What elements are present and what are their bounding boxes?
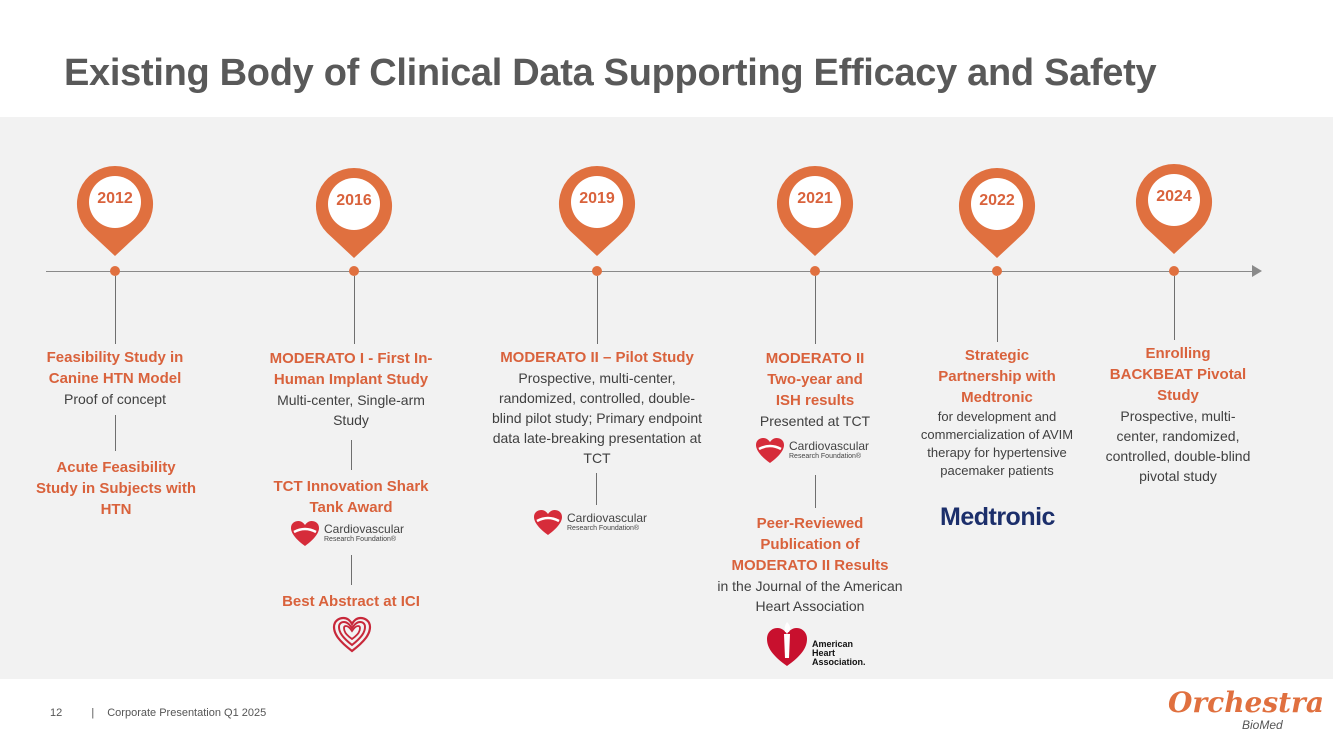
milestone-title: TCT Innovation Shark Tank Award xyxy=(273,478,429,516)
brand-name: Orchestra xyxy=(1168,686,1324,719)
connector-line xyxy=(815,276,816,344)
footer-text: Corporate Presentation Q1 2025 xyxy=(107,707,267,719)
milestone-2012-feasibility: Feasibility Study in Canine HTN Model Pr… xyxy=(25,347,205,409)
milestone-2022-medtronic-partnership: Strategic Partnership with Medtronic for… xyxy=(917,345,1077,480)
crf-heart-icon xyxy=(534,510,562,535)
brand-sub: BioMed xyxy=(1242,718,1283,732)
timeline-arrow-icon xyxy=(1252,265,1262,277)
connector-line xyxy=(815,475,816,508)
footer-separator: | xyxy=(91,707,95,719)
year-pin-2021: 2021 xyxy=(775,164,855,264)
milestone-2021-moderato-2-results: MODERATO II Two-year and ISH results Pre… xyxy=(740,348,890,431)
milestone-2019-moderato-2-pilot: MODERATO II – Pilot Study Prospective, m… xyxy=(467,347,727,468)
milestone-title: Strategic Partnership with Medtronic xyxy=(938,347,1056,406)
crf-logo-name: Cardiovascular xyxy=(789,439,870,453)
connector-line xyxy=(351,555,352,585)
page-title: Existing Body of Clinical Data Supportin… xyxy=(64,52,1157,94)
connector-line xyxy=(597,276,598,344)
connector-line xyxy=(1174,276,1175,340)
crf-logo: Cardiovascular Research Foundation® xyxy=(290,520,430,550)
year-label: 2019 xyxy=(579,190,615,207)
connector-line xyxy=(596,473,597,505)
connector-line xyxy=(351,440,352,470)
milestone-description: Multi-center, Single-arm Study xyxy=(277,392,425,428)
milestone-2016-best-abstract: Best Abstract at ICI xyxy=(261,591,441,612)
timeline-dot xyxy=(110,266,120,276)
year-pin-2022: 2022 xyxy=(957,166,1037,266)
milestone-title: MODERATO II – Pilot Study xyxy=(500,349,694,366)
milestone-title: Feasibility Study in Canine HTN Model xyxy=(46,349,184,387)
timeline-dot xyxy=(1169,266,1179,276)
timeline-axis xyxy=(46,271,1258,272)
timeline-dot xyxy=(810,266,820,276)
milestone-description: Prospective, multi-center, randomized, c… xyxy=(491,370,703,466)
page-number: 12 xyxy=(50,707,63,719)
connector-line xyxy=(354,276,355,344)
milestone-2021-publication: Peer-Reviewed Publication of MODERATO II… xyxy=(700,513,920,616)
milestone-2024-backbeat: Enrolling BACKBEAT Pivotal Study Prospec… xyxy=(1098,343,1258,486)
connector-line xyxy=(115,276,116,344)
year-label: 2012 xyxy=(97,190,133,207)
milestone-2016-moderato-1: MODERATO I - First In-Human Implant Stud… xyxy=(246,348,456,430)
timeline-dot xyxy=(592,266,602,276)
year-pin-2019: 2019 xyxy=(557,164,637,264)
crf-heart-icon xyxy=(291,521,319,546)
medtronic-logo: Medtronic xyxy=(940,503,1055,531)
crf-logo-name: Cardiovascular xyxy=(567,511,648,525)
year-label: 2016 xyxy=(336,192,372,209)
timeline-band xyxy=(0,117,1333,679)
milestone-description: in the Journal of the American Heart Ass… xyxy=(717,578,903,614)
aha-heart-torch-icon xyxy=(767,622,807,666)
connector-line xyxy=(115,415,116,451)
milestone-title: Acute Feasibility Study in Subjects with… xyxy=(36,459,197,518)
year-label: 2024 xyxy=(1156,188,1192,205)
crf-logo-sub: Research Foundation® xyxy=(324,536,397,543)
crf-logo-name: Cardiovascular xyxy=(324,522,405,536)
crf-heart-icon xyxy=(756,438,784,463)
aha-logo-line: Association. xyxy=(812,657,866,667)
year-label: 2022 xyxy=(979,192,1015,209)
crf-logo: Cardiovascular Research Foundation® xyxy=(533,509,673,539)
year-label: 2021 xyxy=(797,190,833,207)
crf-logo: Cardiovascular Research Foundation® xyxy=(755,437,895,467)
year-pin-2024: 2024 xyxy=(1134,162,1214,262)
milestone-title: MODERATO II Two-year and ISH results xyxy=(765,350,865,409)
crf-logo-sub: Research Foundation® xyxy=(789,453,862,460)
milestone-title: Enrolling BACKBEAT Pivotal Study xyxy=(1109,345,1247,404)
timeline-dot xyxy=(349,266,359,276)
aha-logo-text: American Heart Association. xyxy=(812,640,866,667)
year-pin-2012: 2012 xyxy=(75,164,155,264)
connector-line xyxy=(997,276,998,342)
timeline-dot xyxy=(992,266,1002,276)
aha-logo-line: American xyxy=(812,639,854,649)
aha-logo-line: Heart xyxy=(812,648,836,658)
crf-logo-sub: Research Foundation® xyxy=(567,525,640,532)
orchestra-biomed-logo: Orchestra BioMed xyxy=(1168,686,1324,736)
milestone-title: Peer-Reviewed Publication of MODERATO II… xyxy=(731,515,889,574)
milestone-2016-tct-award: TCT Innovation Shark Tank Award xyxy=(266,476,436,518)
milestone-description: for development and commercialization of… xyxy=(920,409,1074,478)
year-pin-2016: 2016 xyxy=(314,166,394,266)
ici-heart-icon xyxy=(332,616,372,653)
footer: 12 | Corporate Presentation Q1 2025 xyxy=(50,707,266,719)
milestone-description: Proof of concept xyxy=(64,391,166,407)
milestone-description: Prospective, multi-center, randomized, c… xyxy=(1105,408,1251,484)
milestone-2012-acute: Acute Feasibility Study in Subjects with… xyxy=(36,457,196,520)
milestone-title: Best Abstract at ICI xyxy=(282,593,420,610)
milestone-title: MODERATO I - First In-Human Implant Stud… xyxy=(269,350,433,388)
milestone-description: Presented at TCT xyxy=(759,413,871,429)
